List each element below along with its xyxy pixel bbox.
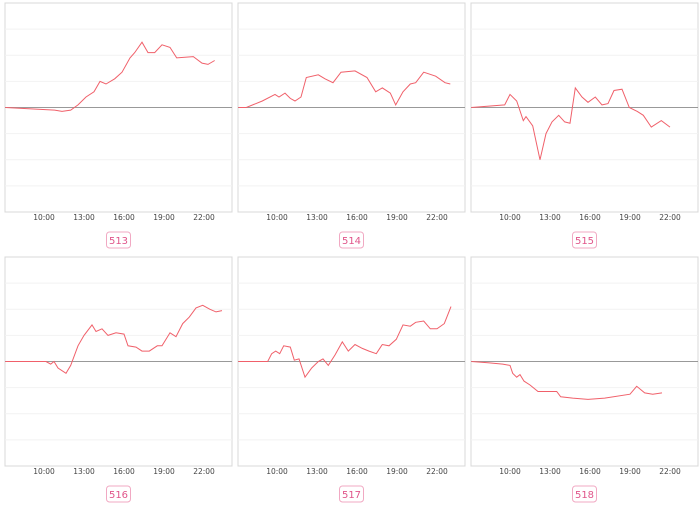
x-tick-label: 22:00 bbox=[426, 213, 448, 222]
x-tick-label: 10:00 bbox=[266, 213, 288, 222]
data-line bbox=[471, 361, 663, 400]
x-tick-label: 22:00 bbox=[659, 467, 681, 476]
data-line bbox=[5, 304, 223, 375]
x-tick-label: 10:00 bbox=[33, 213, 55, 222]
data-line bbox=[238, 306, 452, 379]
x-tick-label: 19:00 bbox=[386, 213, 408, 222]
chart-label: 513 bbox=[109, 236, 128, 247]
x-tick-label: 16:00 bbox=[346, 213, 368, 222]
chart-label: 514 bbox=[342, 236, 361, 247]
x-tick-label: 13:00 bbox=[539, 213, 561, 222]
chart-label: 515 bbox=[575, 236, 594, 247]
data-line bbox=[471, 86, 671, 160]
x-tick-label: 19:00 bbox=[619, 467, 641, 476]
label-box bbox=[339, 231, 364, 249]
x-tick-label: 13:00 bbox=[73, 467, 95, 476]
x-tick-label: 19:00 bbox=[386, 467, 408, 476]
chart-panel: 10:00 13:00 16:00 19:00 22:00 513 bbox=[4, 2, 233, 249]
x-tick-label: 19:00 bbox=[619, 213, 641, 222]
x-tick-label: 10:00 bbox=[499, 213, 521, 222]
x-tick-label: 22:00 bbox=[659, 213, 681, 222]
x-tick-label: 16:00 bbox=[579, 467, 601, 476]
chart-panel: 10:00 13:00 16:00 19:00 22:00 515 bbox=[470, 2, 699, 249]
x-tick-label: 13:00 bbox=[73, 213, 95, 222]
x-tick-label: 19:00 bbox=[153, 213, 175, 222]
x-tick-label: 22:00 bbox=[193, 467, 215, 476]
x-tick-label: 13:00 bbox=[306, 213, 328, 222]
x-tick-label: 13:00 bbox=[539, 467, 561, 476]
chart-panel: 10:00 13:00 16:00 19:00 22:00 514 bbox=[237, 2, 466, 249]
chart-label: 516 bbox=[109, 490, 128, 501]
x-tick-label: 10:00 bbox=[33, 467, 55, 476]
chart-panel: 10:00 13:00 16:00 19:00 22:00 517 bbox=[237, 256, 466, 503]
chart-panel: 10:00 13:00 16:00 19:00 22:00 516 bbox=[4, 256, 233, 503]
label-box bbox=[339, 485, 364, 503]
x-tick-label: 13:00 bbox=[306, 467, 328, 476]
label-box bbox=[572, 231, 597, 249]
x-tick-label: 19:00 bbox=[153, 467, 175, 476]
data-line bbox=[5, 41, 215, 112]
x-tick-label: 16:00 bbox=[113, 467, 135, 476]
x-tick-label: 10:00 bbox=[499, 467, 521, 476]
chart-label: 518 bbox=[575, 490, 594, 501]
chart-panel: 10:00 13:00 16:00 19:00 22:00 518 bbox=[470, 256, 699, 503]
label-box bbox=[572, 485, 597, 503]
data-line bbox=[238, 70, 451, 108]
x-tick-label: 22:00 bbox=[426, 467, 448, 476]
label-box bbox=[106, 231, 131, 249]
label-box bbox=[106, 485, 131, 503]
x-tick-label: 16:00 bbox=[346, 467, 368, 476]
x-tick-label: 10:00 bbox=[266, 467, 288, 476]
x-tick-label: 22:00 bbox=[193, 213, 215, 222]
chart-label: 517 bbox=[342, 490, 361, 501]
x-tick-label: 16:00 bbox=[579, 213, 601, 222]
x-tick-label: 16:00 bbox=[113, 213, 135, 222]
